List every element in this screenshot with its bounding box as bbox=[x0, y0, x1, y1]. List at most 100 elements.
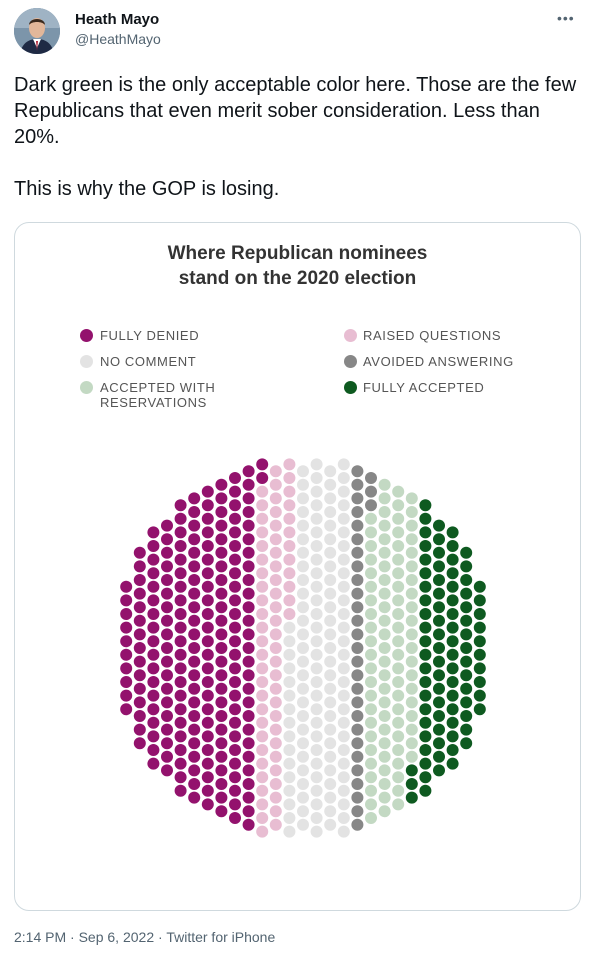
nominee-dot-no-comment bbox=[337, 771, 350, 784]
nominee-dot-fully-denied bbox=[120, 580, 133, 593]
nominee-dot-accepted-with-reservations bbox=[378, 669, 391, 682]
nominee-dot-no-comment bbox=[337, 580, 350, 593]
nominee-dot-avoided-answering bbox=[351, 533, 364, 546]
nominee-dot-accepted-with-reservations bbox=[378, 805, 391, 818]
nominee-dot-fully-accepted bbox=[460, 546, 473, 559]
nominee-dot-fully-denied bbox=[161, 750, 173, 763]
nominee-dot-accepted-with-reservations bbox=[405, 723, 418, 736]
nominee-dot-accepted-with-reservations bbox=[392, 703, 405, 716]
nominee-dot-fully-accepted bbox=[419, 648, 432, 661]
nominee-dot-accepted-with-reservations bbox=[378, 791, 391, 804]
tweet-time[interactable]: 2:14 PM bbox=[14, 929, 67, 945]
nominee-dot-fully-accepted bbox=[433, 628, 445, 641]
nominee-dot-avoided-answering bbox=[351, 723, 364, 736]
nominee-dot-raised-questions bbox=[256, 594, 269, 607]
nominee-dot-no-comment bbox=[283, 744, 296, 756]
nominee-dot-fully-accepted bbox=[433, 655, 445, 668]
nominee-dot-no-comment bbox=[297, 587, 309, 600]
nominee-dot-no-comment bbox=[297, 574, 309, 586]
nominee-dot-fully-denied bbox=[147, 621, 160, 634]
nominee-dot-fully-denied bbox=[188, 546, 201, 559]
nominee-dot-fully-denied bbox=[174, 608, 187, 620]
nominee-dot-fully-accepted bbox=[460, 601, 473, 614]
author-handle[interactable]: @HeathMayo bbox=[75, 31, 161, 47]
nominee-dot-fully-denied bbox=[201, 757, 214, 770]
nominee-dot-fully-denied bbox=[147, 580, 160, 593]
nominee-dot-no-comment bbox=[310, 716, 323, 729]
tweet-source[interactable]: Twitter for iPhone bbox=[166, 929, 276, 945]
author-name[interactable]: Heath Mayo bbox=[75, 11, 160, 28]
nominee-dot-fully-denied bbox=[242, 519, 255, 532]
nominee-dot-accepted-with-reservations bbox=[405, 560, 418, 573]
nominee-dot-fully-denied bbox=[256, 472, 269, 484]
nominee-dot-accepted-with-reservations bbox=[365, 553, 377, 566]
nominee-dot-no-comment bbox=[310, 784, 323, 797]
nominee-dot-no-comment bbox=[337, 757, 350, 770]
nominee-dot-accepted-with-reservations bbox=[365, 689, 377, 702]
nominee-dot-fully-accepted bbox=[473, 608, 486, 620]
nominee-dot-accepted-with-reservations bbox=[378, 492, 391, 505]
nominee-dot-fully-denied bbox=[188, 587, 201, 600]
nominee-dot-fully-denied bbox=[147, 648, 160, 661]
nominee-dot-no-comment bbox=[297, 805, 309, 818]
nominee-dot-fully-denied bbox=[120, 662, 133, 675]
nominee-dot-raised-questions bbox=[269, 546, 282, 559]
nominee-dot-no-comment bbox=[337, 648, 350, 661]
nominee-dot-no-comment bbox=[324, 737, 337, 750]
nominee-dot-fully-denied bbox=[201, 621, 214, 634]
nominee-dot-fully-accepted bbox=[405, 778, 418, 790]
nominee-dot-no-comment bbox=[324, 506, 337, 518]
nominee-dot-fully-denied bbox=[120, 676, 133, 688]
nominee-dot-avoided-answering bbox=[351, 642, 364, 654]
nominee-dot-fully-denied bbox=[161, 696, 173, 709]
nominee-dot-avoided-answering bbox=[351, 519, 364, 532]
tweet-date[interactable]: Sep 6, 2022 bbox=[78, 929, 155, 945]
nominee-dot-fully-accepted bbox=[433, 546, 445, 559]
nominee-dot-fully-accepted bbox=[419, 689, 432, 702]
nominee-dot-fully-denied bbox=[147, 567, 160, 580]
nominee-dot-raised-questions bbox=[283, 458, 296, 471]
nominee-dot-fully-denied bbox=[201, 594, 214, 607]
more-horizontal-icon[interactable]: ••• bbox=[557, 10, 575, 26]
nominee-dot-fully-denied bbox=[242, 601, 255, 614]
avatar[interactable] bbox=[14, 8, 60, 54]
nominee-dot-fully-denied bbox=[133, 560, 146, 573]
nominee-dot-fully-denied bbox=[242, 465, 255, 478]
nominee-dot-no-comment bbox=[310, 621, 323, 634]
nominee-dot-no-comment bbox=[310, 499, 323, 512]
nominee-dot-accepted-with-reservations bbox=[405, 614, 418, 627]
nominee-dot-accepted-with-reservations bbox=[405, 601, 418, 614]
nominee-dot-no-comment bbox=[310, 594, 323, 607]
nominee-dot-accepted-with-reservations bbox=[378, 533, 391, 546]
nominee-dot-fully-accepted bbox=[460, 642, 473, 654]
nominee-dot-accepted-with-reservations bbox=[365, 512, 377, 525]
nominee-dot-fully-accepted bbox=[460, 628, 473, 641]
nominee-dot-no-comment bbox=[324, 478, 337, 491]
nominee-dot-fully-denied bbox=[242, 805, 255, 818]
nominee-dot-accepted-with-reservations bbox=[365, 798, 377, 811]
nominee-dot-accepted-with-reservations bbox=[365, 662, 377, 675]
nominee-dot-raised-questions bbox=[256, 567, 269, 580]
chart-title: Where Republican nominees stand on the 2… bbox=[15, 241, 580, 291]
nominee-dot-no-comment bbox=[310, 580, 323, 593]
nominee-dot-accepted-with-reservations bbox=[378, 764, 391, 777]
nominee-dot-no-comment bbox=[324, 818, 337, 831]
nominee-dot-avoided-answering bbox=[365, 499, 377, 512]
tweet-media-image[interactable]: Where Republican nominees stand on the 2… bbox=[14, 222, 581, 911]
nominee-dot-no-comment bbox=[337, 676, 350, 688]
nominee-dot-fully-denied bbox=[161, 519, 173, 532]
nominee-dot-fully-denied bbox=[174, 744, 187, 756]
chart-plot-area bbox=[120, 458, 486, 838]
nominee-dot-no-comment bbox=[310, 757, 323, 770]
nominee-dot-no-comment bbox=[324, 696, 337, 709]
nominee-dot-fully-denied bbox=[242, 533, 255, 546]
nominee-dot-fully-denied bbox=[215, 642, 228, 654]
nominee-dot-fully-denied bbox=[242, 791, 255, 804]
nominee-dot-accepted-with-reservations bbox=[392, 608, 405, 620]
nominee-dot-fully-accepted bbox=[473, 689, 486, 702]
nominee-dot-avoided-answering bbox=[365, 485, 377, 498]
nominee-dot-fully-accepted bbox=[446, 757, 459, 770]
nominee-dot-fully-accepted bbox=[433, 519, 445, 532]
nominee-dot-no-comment bbox=[283, 825, 296, 838]
nominee-dot-fully-denied bbox=[188, 750, 201, 763]
